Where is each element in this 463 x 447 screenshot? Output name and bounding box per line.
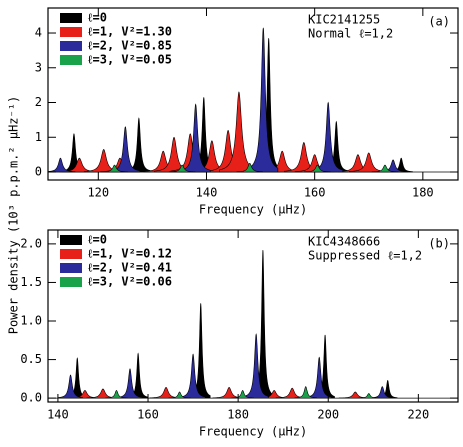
- legend-label: ℓ=2, V²=0.85: [87, 39, 172, 53]
- y-tick-label: 1.0: [20, 314, 42, 328]
- legend-label: ℓ=3, V²=0.05: [87, 53, 172, 67]
- y-tick-label: 1: [35, 130, 42, 144]
- peak: [58, 374, 83, 399]
- peak: [168, 391, 191, 399]
- plot-frame: [47, 229, 459, 403]
- peak: [304, 164, 331, 173]
- peak: [127, 117, 151, 173]
- legend-swatch: [60, 13, 82, 23]
- y-tick-label: 2.0: [20, 236, 42, 250]
- annotation: Normal ℓ=1,2: [308, 27, 393, 41]
- peak: [101, 164, 128, 173]
- legend-swatch: [60, 55, 82, 65]
- y-tick-label: 0.5: [20, 352, 42, 366]
- y-tick-label: 0: [35, 165, 42, 179]
- plot-area: [48, 27, 458, 173]
- peak: [294, 386, 317, 399]
- legend-label: ℓ=2, V²=0.41: [87, 261, 172, 275]
- peak: [231, 390, 254, 399]
- annotation: KIC2141255: [308, 13, 380, 27]
- peak: [105, 390, 128, 399]
- peak: [168, 164, 196, 173]
- legend-swatch: [60, 27, 82, 37]
- x-tick-label: 160: [137, 408, 159, 422]
- legend-swatch: [60, 277, 82, 287]
- peak: [180, 353, 206, 399]
- x-axis-label: Frequency (μHz): [199, 203, 307, 217]
- legend-swatch: [60, 41, 82, 51]
- x-tick-label: 160: [304, 186, 326, 200]
- legend-label: ℓ=3, V²=0.06: [87, 275, 172, 289]
- annotation: Suppressed ℓ=1,2: [308, 249, 422, 263]
- panel-label: (a): [428, 15, 450, 29]
- legend-swatch: [60, 263, 82, 273]
- x-tick-label: 180: [227, 408, 249, 422]
- annotation: KIC4348666: [308, 235, 380, 249]
- peak: [306, 356, 332, 399]
- peak: [371, 164, 399, 173]
- legend-label: ℓ=1, V²=1.30: [87, 25, 172, 39]
- peak: [243, 333, 269, 399]
- legend-swatch: [60, 249, 82, 259]
- x-tick-label: 120: [87, 186, 109, 200]
- x-tick-label: 140: [196, 186, 218, 200]
- peak: [117, 368, 143, 399]
- y-tick-label: 4: [35, 26, 42, 40]
- legend-label: ℓ=1, V²=0.12: [87, 247, 172, 261]
- peak: [180, 103, 211, 173]
- peak: [236, 162, 264, 173]
- y-tick-label: 1.5: [20, 275, 42, 289]
- peak: [357, 393, 380, 399]
- peak: [48, 157, 76, 173]
- y-tick-label: 0.0: [20, 391, 42, 405]
- plot-area: [48, 250, 458, 399]
- peak: [248, 27, 279, 173]
- legend-label: ℓ=0: [87, 233, 107, 247]
- y-axis-label: Power density (10³ p.p.m.² μHz⁻¹): [7, 96, 21, 334]
- x-tick-label: 220: [408, 408, 430, 422]
- x-tick-label: 200: [317, 408, 339, 422]
- x-tick-label: 140: [47, 408, 69, 422]
- plot-frame: [47, 7, 459, 181]
- panel-label: (b): [428, 237, 450, 251]
- x-tick-label: 180: [412, 186, 434, 200]
- x-axis-label: Frequency (μHz): [199, 425, 307, 439]
- legend-label: ℓ=0: [87, 11, 107, 25]
- legend-swatch: [60, 235, 82, 245]
- y-tick-label: 3: [35, 60, 42, 74]
- y-tick-label: 2: [35, 95, 42, 109]
